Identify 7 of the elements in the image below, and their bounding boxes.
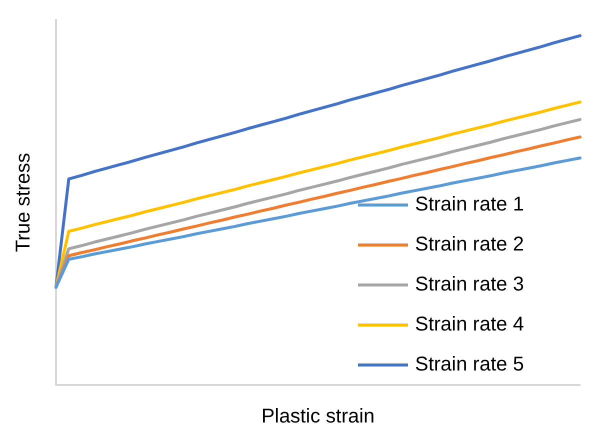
legend-label: Strain rate 3: [415, 274, 524, 296]
legend-label: Strain rate 2: [415, 234, 524, 256]
legend-label: Strain rate 1: [415, 194, 524, 216]
x-axis-title: Plastic strain: [261, 406, 375, 428]
y-axis-title: True stress: [12, 152, 35, 252]
legend-label: Strain rate 4: [415, 314, 524, 336]
legend-label: Strain rate 5: [415, 354, 524, 376]
